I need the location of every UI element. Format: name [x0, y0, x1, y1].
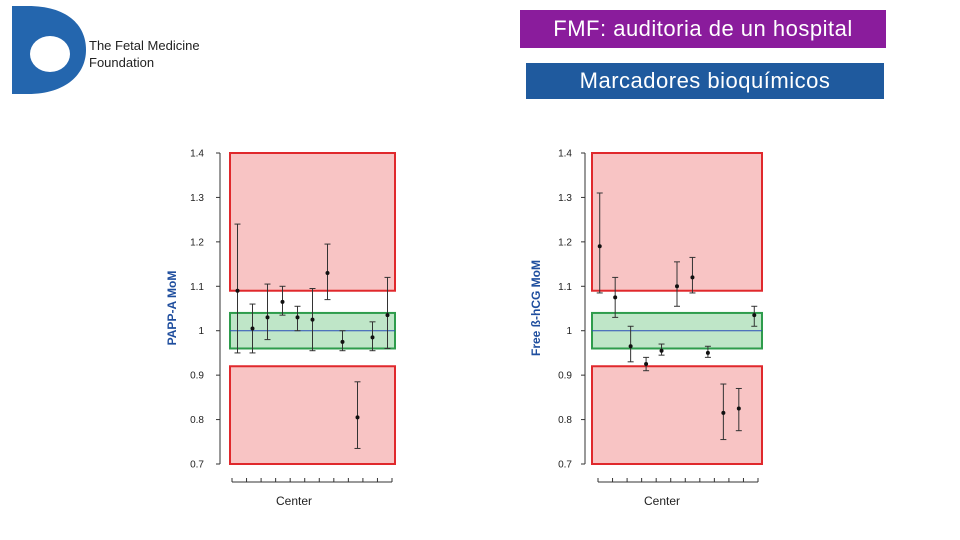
data-point-3	[628, 344, 633, 349]
y-tick-label: 0.8	[558, 415, 572, 426]
data-point-4	[280, 299, 285, 304]
data-point-6	[675, 284, 679, 289]
fmf-logo-mark	[12, 6, 86, 94]
data-point-11	[752, 313, 757, 318]
data-point-4	[644, 362, 649, 367]
data-point-2	[613, 295, 618, 300]
chart-1: 1.4 1.3 1.2 1.1 1 0.9 0.8 0.7 Center PAPP-A MoM	[165, 149, 396, 508]
y-tick-label: 0.8	[190, 415, 204, 426]
y-tick-label: 1	[198, 326, 204, 337]
data-point-8	[340, 339, 345, 344]
foundation-line-2: Foundation	[89, 55, 155, 70]
chart-2: 1.4 1.3 1.2 1.1 1 0.9 0.8 0.7 Center Free ß-hCG M…	[529, 149, 763, 508]
y-tick-label: 0.9	[558, 371, 572, 382]
out-of-range-band-1	[591, 365, 763, 465]
data-point-6	[310, 317, 315, 322]
fmf-logo	[6, 4, 90, 96]
x-axis-title: Center	[644, 494, 680, 508]
y-tick-label: 1.4	[558, 149, 572, 160]
foundation-line-1: The Fetal Medicine	[89, 38, 200, 53]
logo-inner-circle	[30, 36, 70, 72]
x-axis-title: Center	[276, 494, 312, 508]
out-of-range-band-2	[229, 152, 396, 292]
y-tick-label: 1.1	[558, 282, 572, 293]
data-point-3	[265, 315, 270, 320]
y-tick-label: 1.2	[558, 237, 572, 248]
data-point-9	[355, 415, 360, 420]
data-point-1	[597, 244, 602, 249]
y-tick-label: 1.1	[190, 282, 204, 293]
y-tick-label: 1.2	[190, 237, 204, 248]
logo-dot	[78, 30, 82, 34]
data-point-5	[659, 348, 664, 353]
y-tick-label: 1.3	[558, 193, 572, 204]
data-point-10	[736, 406, 741, 411]
data-point-7	[690, 275, 695, 280]
foundation-name: The Fetal Medicine Foundation	[89, 37, 200, 71]
y-axis-title: Free ß-hCG MoM	[529, 260, 543, 356]
slide-title: FMF: auditoria de un hospital	[520, 10, 886, 48]
out-of-range-band-1	[229, 365, 396, 465]
y-tick-label: 1.4	[190, 149, 204, 160]
data-point-8	[705, 350, 710, 355]
data-point-7	[325, 270, 330, 275]
data-point-2	[250, 326, 255, 331]
y-tick-label: 1	[566, 326, 572, 337]
y-tick-label: 1.3	[190, 193, 204, 204]
data-point-9	[721, 410, 726, 415]
data-point-1	[235, 288, 240, 293]
data-point-10	[370, 335, 375, 340]
data-point-5	[295, 315, 300, 320]
y-axis-title: PAPP-A MoM	[165, 271, 179, 346]
y-tick-label: 0.9	[190, 371, 204, 382]
data-point-11	[385, 313, 390, 318]
y-tick-label: 0.7	[190, 460, 204, 471]
y-tick-label: 0.7	[558, 460, 572, 471]
slide-subtitle: Marcadores bioquímicos	[526, 63, 884, 99]
